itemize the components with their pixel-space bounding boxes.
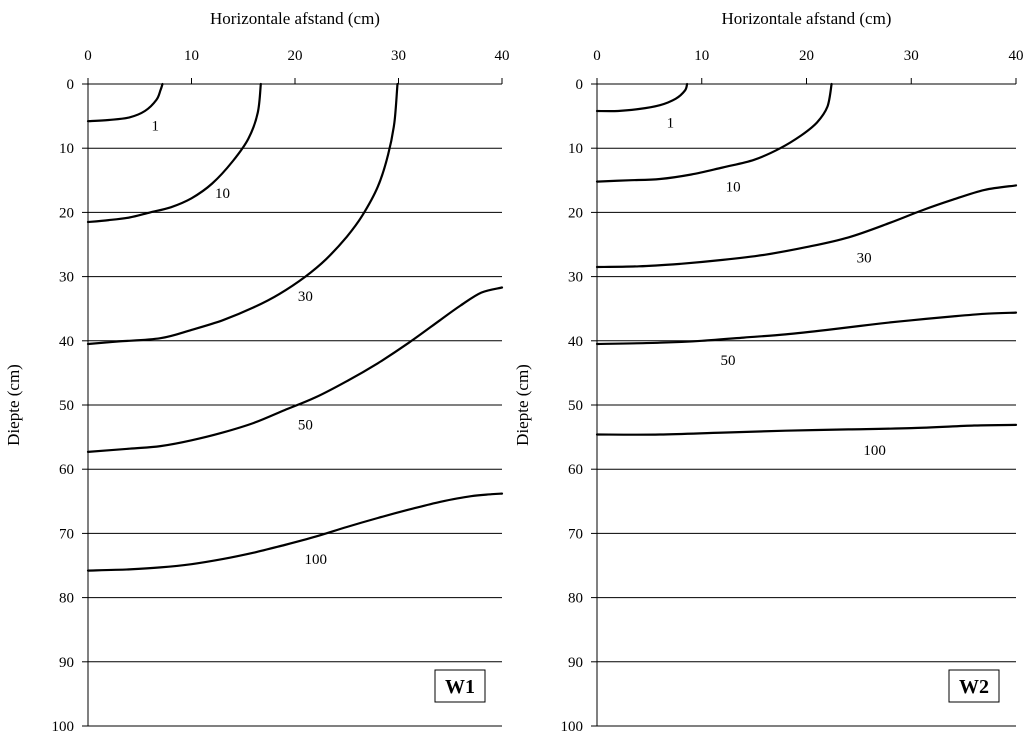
y-tick-label: 90 <box>59 655 74 671</box>
x-tick-label: 20 <box>799 48 814 64</box>
x-tick-label: 0 <box>84 48 92 64</box>
x-tick-label: 30 <box>904 48 919 64</box>
contour-line-50 <box>595 311 1018 346</box>
contour-label-50: 50 <box>298 417 313 433</box>
x-tick-label: 20 <box>288 48 303 64</box>
contour-label-50: 50 <box>720 353 735 369</box>
contour-label-30: 30 <box>857 250 872 266</box>
y-tick-label: 80 <box>59 591 74 607</box>
y-tick-label: 30 <box>59 270 74 286</box>
contour-line-100 <box>86 492 504 572</box>
panel-label-box <box>434 669 486 703</box>
contour-label-100: 100 <box>863 443 886 459</box>
x-tick-label: 10 <box>694 48 709 64</box>
y-tick-label: 70 <box>568 526 583 542</box>
contour-label-1: 1 <box>667 116 675 132</box>
y-tick-label: 40 <box>59 334 74 350</box>
y-tick-label: 50 <box>59 398 74 414</box>
contour-line-30 <box>595 184 1018 269</box>
panel-label: W1 <box>445 676 475 698</box>
y-tick-label: 100 <box>52 719 75 735</box>
contour-label-1: 1 <box>152 119 160 135</box>
x-tick-label: 0 <box>593 48 601 64</box>
y-tick-label: 50 <box>568 398 583 414</box>
contour-line-100 <box>595 423 1018 436</box>
x-tick-label: 40 <box>495 48 510 64</box>
x-axis-title: Horizontale afstand (cm) <box>210 9 380 28</box>
y-tick-label: 20 <box>568 205 583 221</box>
x-tick-label: 10 <box>184 48 199 64</box>
x-axis-title: Horizontale afstand (cm) <box>722 9 892 28</box>
chart-panel-2: 0 10 20 30 40 0 10 20 30 40 50 60 70 80 90 100 Horizonta… <box>513 9 1024 735</box>
panel-label: W2 <box>959 676 989 698</box>
contour-label-10: 10 <box>726 180 741 196</box>
y-tick-label: 40 <box>568 334 583 350</box>
y-tick-label: 0 <box>67 77 75 93</box>
contour-line-1 <box>595 82 689 113</box>
y-tick-label: 90 <box>568 655 583 671</box>
panel-label-box <box>948 669 1000 703</box>
contour-line-1 <box>86 82 164 123</box>
y-tick-label: 10 <box>568 141 583 157</box>
x-tick-label: 40 <box>1009 48 1024 64</box>
contour-label-10: 10 <box>215 186 230 202</box>
y-tick-label: 80 <box>568 591 583 607</box>
y-axis-title: Diepte (cm) <box>513 364 532 446</box>
contour-line-10 <box>86 82 262 224</box>
y-tick-label: 0 <box>576 77 584 93</box>
y-tick-label: 60 <box>59 462 74 478</box>
contour-label-30: 30 <box>298 289 313 305</box>
chart-panel-1: 0 10 20 30 40 0 10 20 30 40 50 60 70 80 90 100 Horizonta… <box>4 9 510 735</box>
contour-label-100: 100 <box>304 552 327 568</box>
y-tick-label: 100 <box>561 719 584 735</box>
y-tick-label: 70 <box>59 526 74 542</box>
y-tick-label: 20 <box>59 205 74 221</box>
contour-line-50 <box>86 286 504 453</box>
contour-line-30 <box>86 82 399 346</box>
contour-line-10 <box>595 82 833 183</box>
y-axis-title: Diepte (cm) <box>4 364 23 446</box>
y-tick-label: 30 <box>568 270 583 286</box>
y-tick-label: 60 <box>568 462 583 478</box>
y-tick-label: 10 <box>59 141 74 157</box>
x-tick-label: 30 <box>391 48 406 64</box>
